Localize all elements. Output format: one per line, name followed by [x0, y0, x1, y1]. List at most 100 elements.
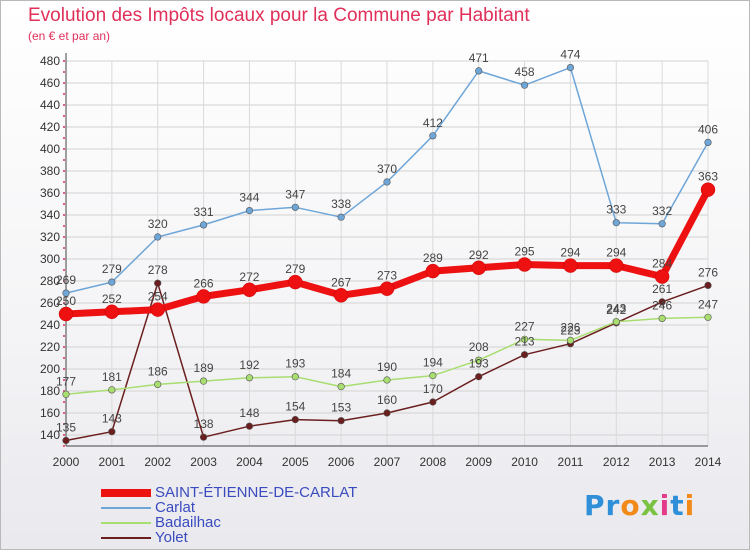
data-label: 295 [515, 245, 535, 259]
data-point [429, 132, 437, 140]
data-label: 246 [652, 298, 672, 312]
data-label: 406 [698, 122, 718, 136]
data-label: 458 [515, 65, 535, 79]
data-point [517, 257, 532, 272]
data-point [108, 428, 116, 436]
y-minor-tick [63, 170, 65, 172]
y-minor-tick [63, 368, 65, 370]
data-label: 247 [698, 297, 718, 311]
data-label: 177 [56, 374, 76, 388]
data-label: 412 [423, 116, 443, 130]
data-point [58, 306, 74, 322]
y-tick-label: 480 [40, 54, 60, 68]
y-minor-tick [63, 445, 65, 447]
data-point [154, 380, 162, 389]
data-point [566, 336, 575, 345]
y-minor-tick [63, 357, 65, 359]
data-label: 272 [239, 270, 259, 284]
data-point [288, 274, 303, 290]
data-point [245, 207, 254, 215]
data-point [383, 409, 391, 417]
data-point [475, 356, 483, 364]
data-label: 223 [560, 324, 580, 338]
y-minor-tick [63, 214, 65, 216]
data-label: 227 [515, 319, 535, 333]
x-tick-label: 2009 [465, 455, 492, 469]
data-point [612, 318, 620, 326]
legend-swatch [101, 522, 151, 524]
data-point [242, 282, 257, 298]
data-point [154, 279, 162, 287]
data-point [245, 374, 254, 382]
y-minor-tick [63, 60, 65, 62]
data-label: 279 [102, 262, 122, 276]
data-label: 135 [56, 421, 76, 435]
data-label: 160 [377, 393, 397, 407]
data-label: 143 [102, 412, 122, 426]
data-label: 192 [239, 358, 259, 372]
data-label: 193 [285, 357, 305, 371]
data-point [520, 81, 529, 89]
chart-subtitle: (en € et par an) [28, 29, 111, 43]
y-minor-tick [63, 412, 65, 414]
data-point [108, 386, 116, 394]
data-point [475, 67, 483, 75]
y-minor-tick [63, 247, 65, 249]
data-point [333, 288, 349, 303]
y-tick-label: 460 [40, 76, 60, 90]
data-label: 344 [239, 191, 259, 205]
y-tick-label: 400 [40, 142, 60, 156]
data-point [379, 281, 395, 296]
data-label: 320 [148, 217, 168, 231]
y-tick-label: 340 [40, 208, 60, 222]
legend-swatch [101, 537, 151, 539]
data-label: 363 [698, 170, 718, 184]
data-point [704, 281, 712, 290]
data-label: 370 [377, 162, 397, 176]
data-point [337, 213, 345, 221]
y-minor-tick [63, 269, 65, 271]
x-tick-label: 2003 [190, 455, 217, 469]
data-label: 338 [331, 197, 351, 211]
data-label: 252 [102, 292, 122, 306]
x-tick-label: 2004 [236, 455, 263, 469]
chart-title: Evolution des Impôts locaux pour la Comm… [28, 5, 530, 26]
legend-swatch [101, 489, 151, 497]
y-minor-tick [63, 236, 65, 238]
y-tick-label: 200 [40, 362, 60, 376]
data-label: 194 [423, 356, 443, 370]
y-tick-label: 220 [40, 340, 60, 354]
data-label: 278 [148, 263, 168, 277]
data-point [337, 383, 345, 391]
y-tick-label: 320 [40, 230, 60, 244]
data-point [196, 289, 211, 304]
data-label: 332 [652, 204, 672, 218]
legend-label: Badailhac [155, 514, 221, 531]
y-tick-label: 160 [40, 406, 60, 420]
y-minor-tick [63, 379, 65, 381]
y-minor-tick [63, 302, 65, 304]
data-point [429, 398, 437, 406]
data-label: 294 [560, 246, 580, 260]
data-label: 242 [606, 303, 626, 317]
legend-label: Yolet [155, 529, 188, 546]
x-tick-label: 2010 [511, 455, 538, 469]
data-label: 279 [285, 262, 305, 276]
x-tick-label: 2014 [695, 455, 722, 469]
y-tick-label: 240 [40, 318, 60, 332]
data-label: 331 [194, 205, 214, 219]
data-point [654, 269, 670, 284]
data-point [199, 433, 208, 441]
data-point [704, 313, 712, 321]
data-label: 347 [285, 187, 305, 201]
x-tick-label: 2005 [282, 455, 309, 469]
data-label: 226 [560, 320, 580, 334]
data-point [704, 138, 712, 146]
data-label: 208 [469, 340, 489, 354]
x-tick-label: 2013 [649, 455, 676, 469]
data-label: 190 [377, 360, 397, 374]
data-label: 181 [102, 370, 122, 384]
x-tick-label: 2008 [420, 455, 447, 469]
data-label: 266 [194, 276, 214, 290]
y-minor-tick [63, 71, 65, 73]
